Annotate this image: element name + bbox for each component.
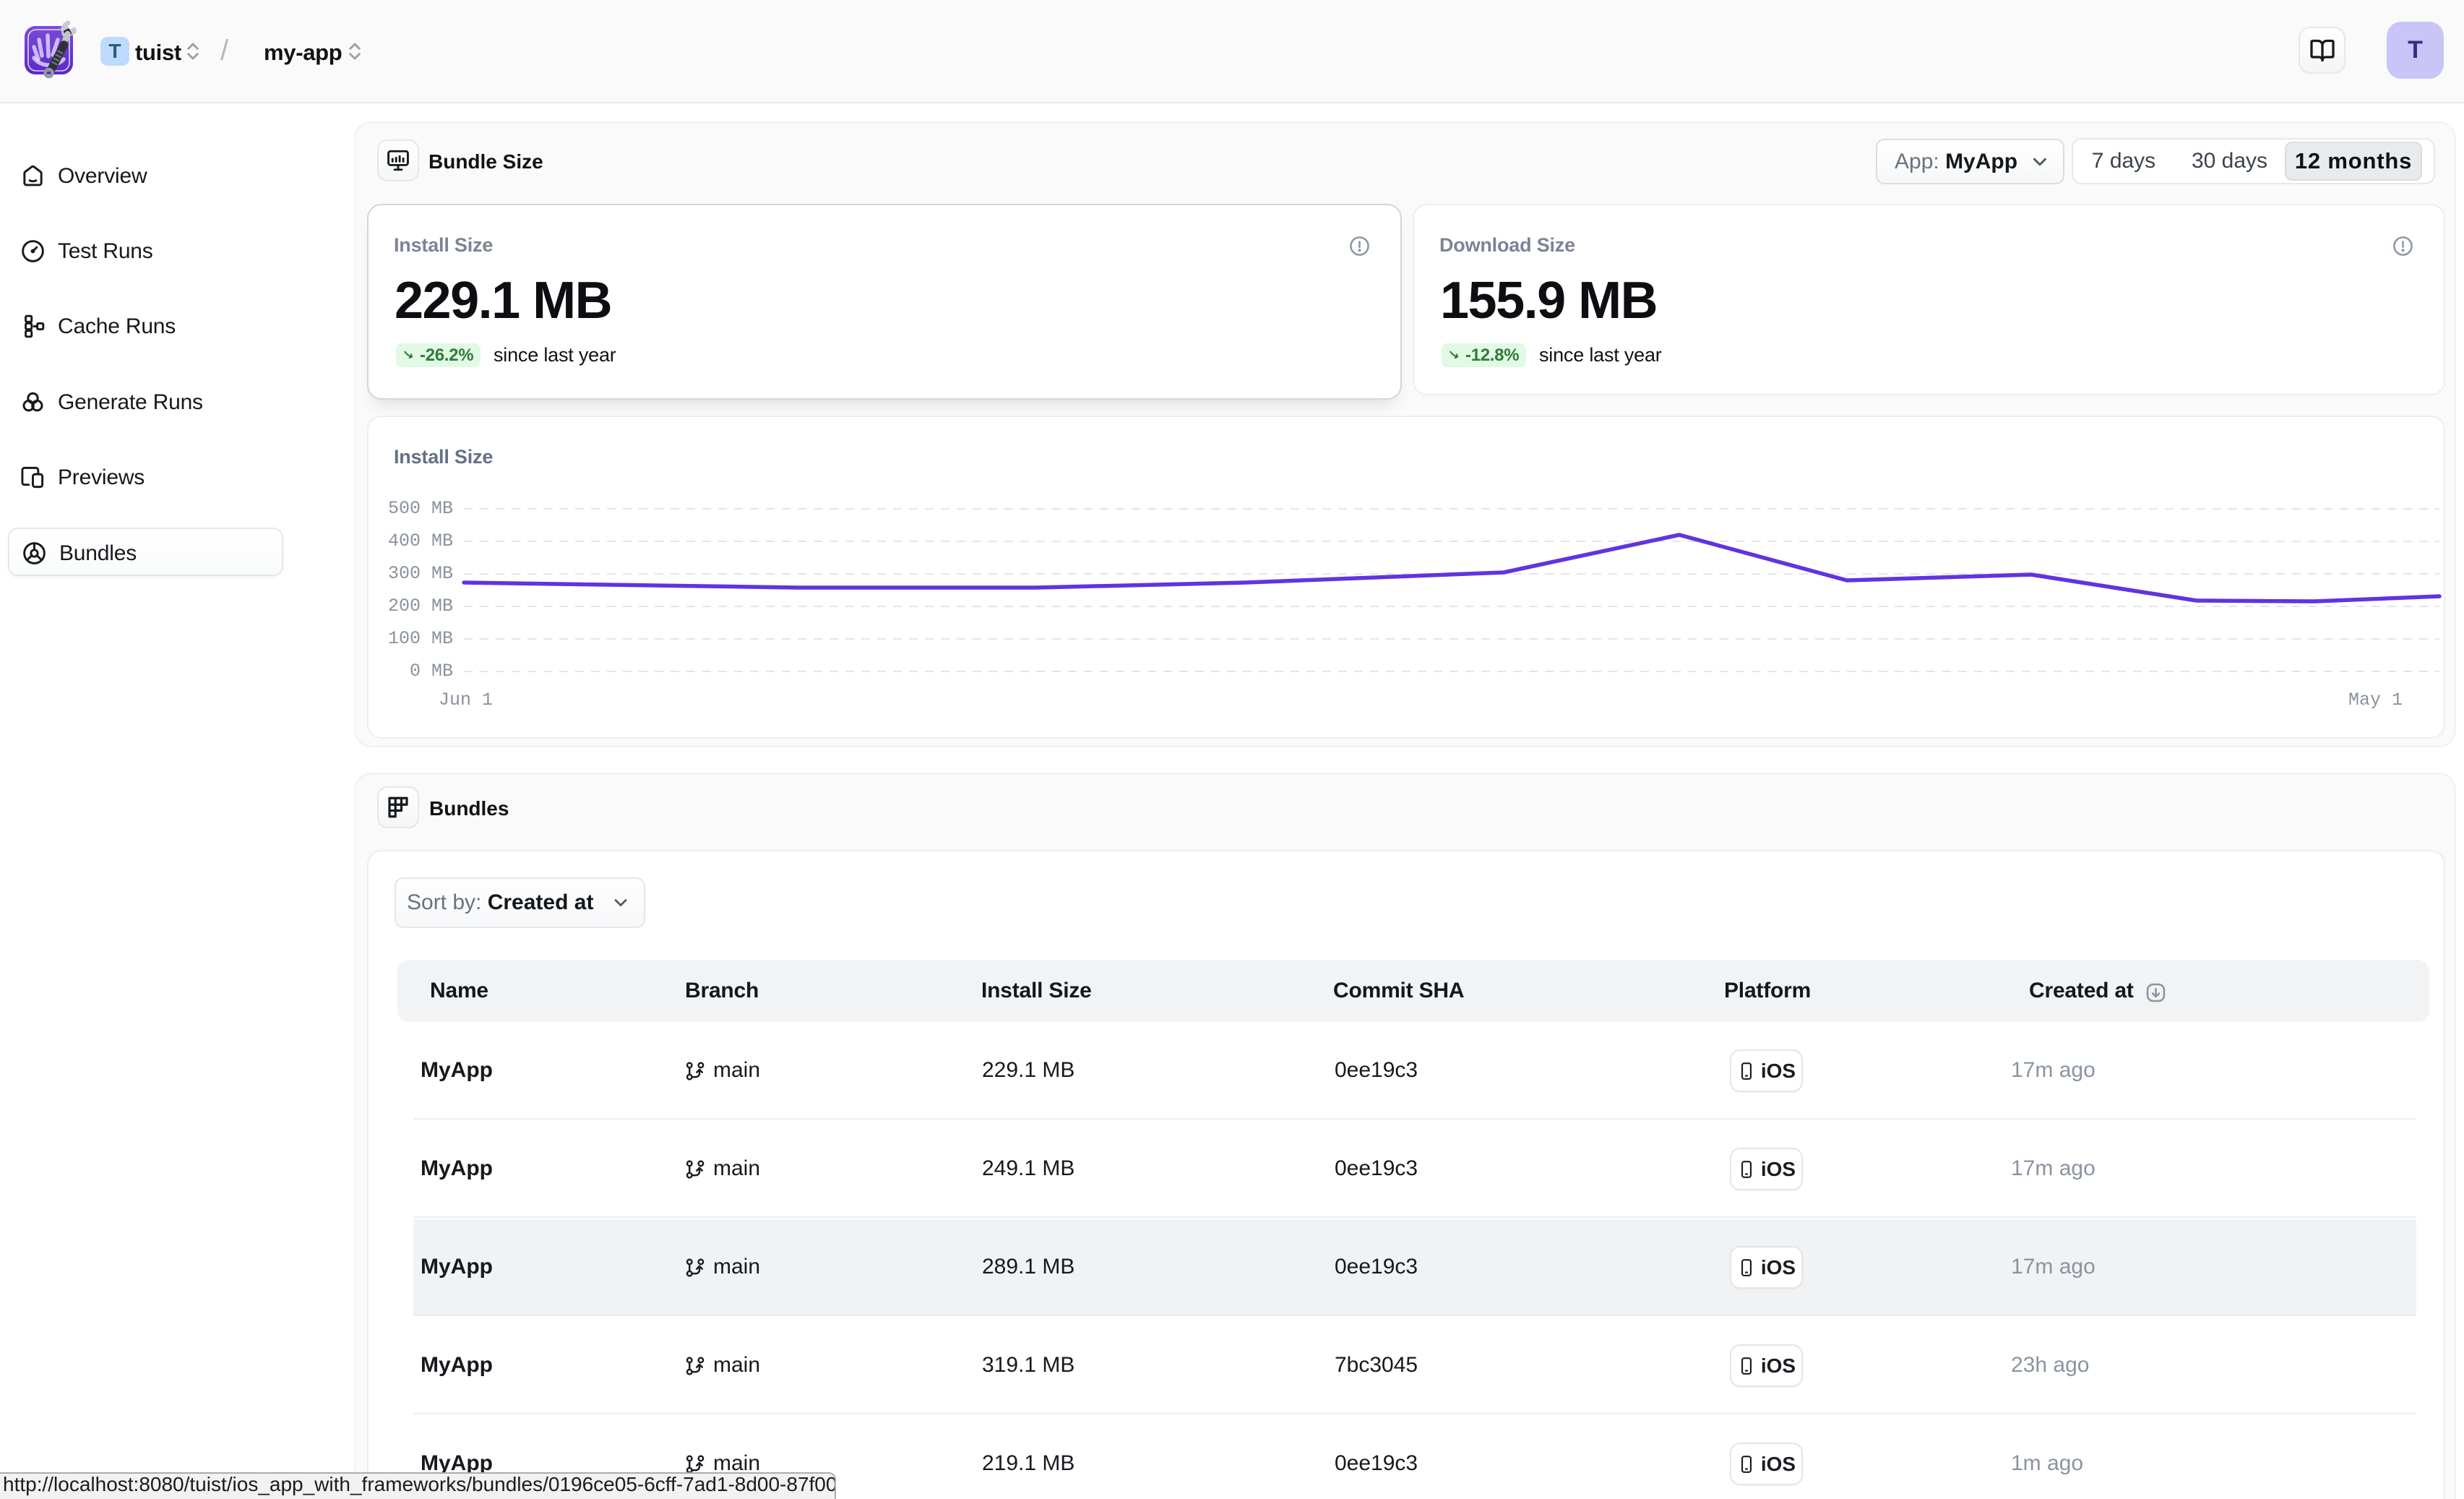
svg-text:200 MB: 200 MB [388,596,453,617]
svg-text:400 MB: 400 MB [388,531,453,551]
svg-text:500 MB: 500 MB [388,498,453,519]
svg-text:0 MB: 0 MB [410,661,453,682]
svg-text:300 MB: 300 MB [388,563,453,584]
svg-text:Jun 1: Jun 1 [439,690,493,710]
svg-text:100 MB: 100 MB [388,628,453,649]
svg-text:May 1: May 1 [2348,690,2403,710]
